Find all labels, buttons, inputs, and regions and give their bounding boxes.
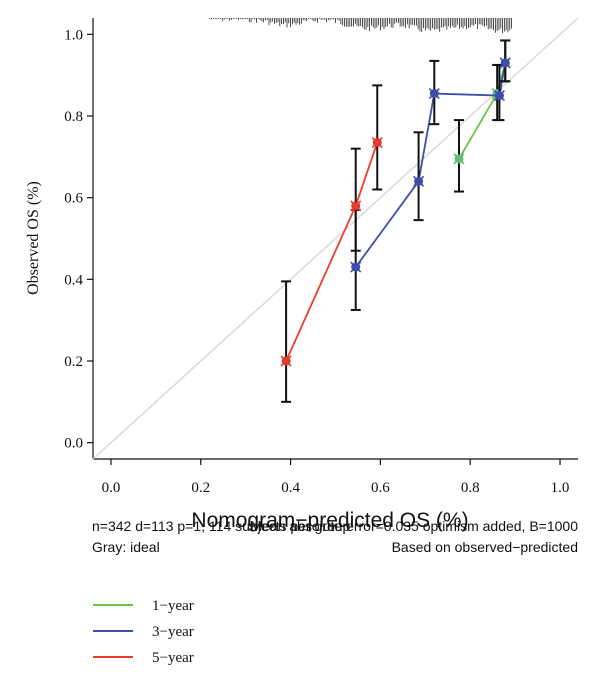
note-line2-right: Based on observed−predicted bbox=[392, 539, 578, 555]
legend-label-2: 5−year bbox=[152, 650, 194, 666]
legend-label-0: 1−year bbox=[152, 598, 194, 614]
y-tick-label-2: 0.4 bbox=[64, 272, 83, 288]
data-cross-2-2 bbox=[371, 136, 383, 149]
series-1 bbox=[350, 39, 511, 311]
x-tick-label-2: 0.4 bbox=[281, 480, 300, 496]
rug-plot bbox=[209, 18, 512, 34]
data-cross-1-4 bbox=[499, 57, 511, 69]
data-cross-2-1 bbox=[350, 200, 362, 212]
data-cross-1-2 bbox=[428, 87, 440, 100]
y-ticks: 0.0 0.2 0.4 0.6 0.8 1.0 bbox=[64, 27, 93, 452]
y-tick-label-1: 0.2 bbox=[64, 354, 83, 370]
ideal-line-group bbox=[92, 17, 579, 460]
series-2 bbox=[280, 84, 383, 403]
x-tick-label-1: 0.2 bbox=[191, 480, 210, 496]
x-axis-title: Nomogram−predicted OS (%) bbox=[191, 509, 468, 532]
legend-label-1: 3−year bbox=[152, 624, 194, 640]
x-ticks: 0.0 0.2 0.4 0.6 0.8 1.0 bbox=[102, 459, 570, 496]
x-tick-label-3: 0.6 bbox=[371, 480, 390, 496]
data-cross-1-0 bbox=[350, 261, 362, 273]
series-group bbox=[280, 39, 511, 403]
legend: 1−year 3−year 5−year bbox=[93, 598, 194, 666]
note-line1-left: n=342 d=113 p=1, 114 subjects per group bbox=[92, 518, 351, 534]
ideal-line bbox=[92, 17, 579, 460]
x-tick-label-5: 1.0 bbox=[551, 480, 570, 496]
data-cross-1-1 bbox=[413, 175, 425, 187]
data-cross-0-0 bbox=[453, 153, 465, 165]
y-tick-label-4: 0.8 bbox=[64, 109, 83, 125]
y-axis-title: Observed OS (%) bbox=[25, 181, 42, 295]
y-tick-label-3: 0.6 bbox=[64, 191, 83, 207]
data-cross-2-0 bbox=[280, 355, 292, 367]
series-line-0 bbox=[458, 62, 507, 160]
y-tick-label-0: 0.0 bbox=[64, 436, 83, 452]
series-line-2 bbox=[285, 142, 379, 362]
note-line1-right: Mean absolute error=0.035 optimism added… bbox=[250, 518, 578, 534]
note-line2-left: Gray: ideal bbox=[92, 539, 160, 555]
y-tick-label-5: 1.0 bbox=[64, 27, 83, 43]
x-tick-label-4: 0.8 bbox=[461, 480, 480, 496]
data-cross-1-3 bbox=[493, 90, 505, 102]
x-tick-label-0: 0.0 bbox=[102, 480, 121, 496]
